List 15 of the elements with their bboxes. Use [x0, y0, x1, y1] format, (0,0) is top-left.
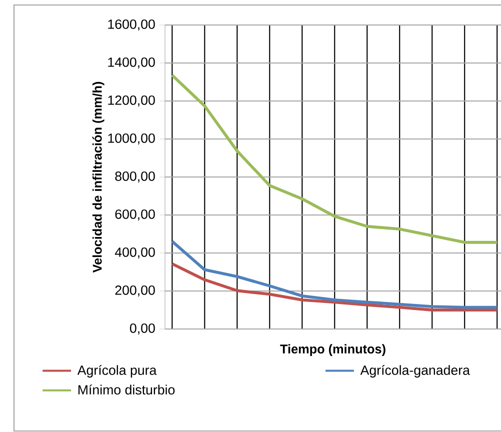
y-tick-label: 800,00 [115, 171, 155, 183]
legend-label: Agrícola-ganadera [360, 364, 470, 378]
line-series [170, 240, 499, 309]
x-axis-title: Tiempo (minutos) [280, 344, 386, 356]
y-tick-label: 0,00 [130, 323, 155, 335]
legend-label: Agrícola pura [77, 364, 157, 378]
y-tick-label: 1600,00 [108, 19, 155, 31]
y-tick-label: 200,00 [115, 285, 155, 297]
legend-label: Mínimo disturbio [78, 384, 175, 395]
y-tick-label: 600,00 [115, 209, 155, 221]
y-tick-label: 1000,00 [108, 133, 155, 145]
y-tick-label: 400,00 [114, 247, 155, 259]
y-tick-label: 1200,00 [108, 95, 155, 107]
y-axis-title: Velocidad de infiltración (mm/h) [92, 82, 104, 273]
y-tick-label: 1400,00 [108, 57, 155, 69]
